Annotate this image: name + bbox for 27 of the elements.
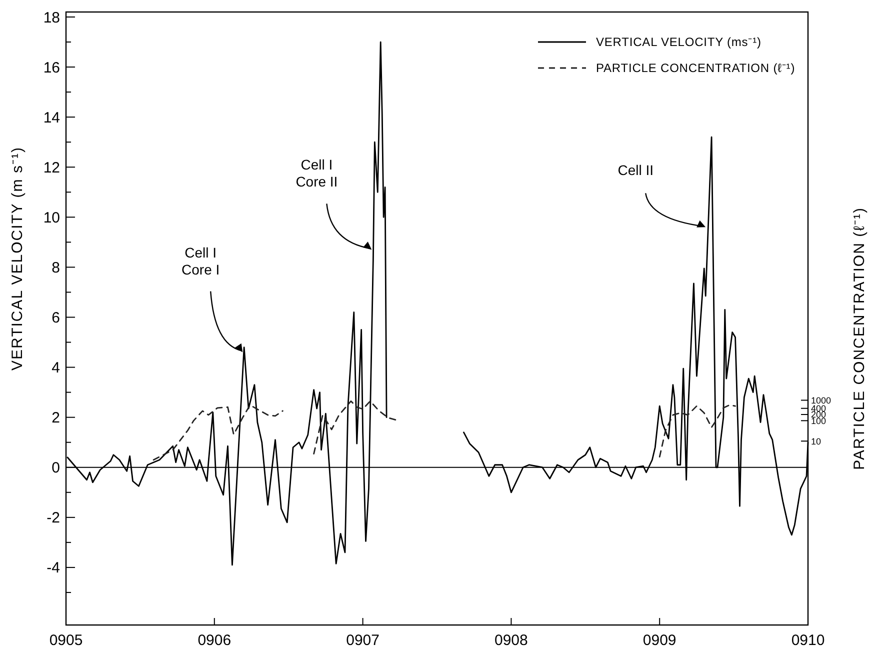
y-tick-label: 4 [52, 360, 60, 377]
y-tick-label: 10 [43, 209, 60, 226]
x-tick-label: 0907 [346, 632, 380, 649]
x-tick-label: 0908 [494, 632, 528, 649]
annotation: Cell II [618, 162, 654, 178]
legend-label: PARTICLE CONCENTRATION (ℓ⁻¹) [596, 61, 796, 76]
y-tick-label: -2 [46, 510, 60, 527]
x-tick-label: 0909 [642, 632, 676, 649]
x-tick-label: 0910 [791, 632, 825, 649]
y2-axis-title: PARTICLE CONCENTRATION (ℓ⁻¹) [851, 207, 868, 470]
y-tick-label: 16 [43, 59, 60, 76]
y-tick-label: 6 [52, 310, 60, 326]
y-tick-label: 8 [52, 259, 60, 276]
annotation: Cell I Core I [182, 244, 220, 278]
y-tick-label: 2 [52, 410, 60, 427]
y-axis-title: VERTICAL VELOCITY (m s⁻¹) [9, 146, 26, 370]
y-tick-label: -4 [46, 560, 60, 577]
y2-tick-label: 10 [811, 436, 822, 446]
y-tick-label: 12 [43, 159, 60, 176]
legend-label: VERTICAL VELOCITY (ms⁻¹) [596, 35, 762, 50]
y2-tick-label: 1000 [811, 395, 832, 406]
x-tick-label: 0906 [198, 632, 232, 649]
x-tick-label: 0905 [49, 632, 83, 649]
y-tick-label: 14 [43, 109, 60, 126]
annotation: Cell I Core II [296, 156, 338, 190]
y-tick-label: 18 [43, 9, 60, 26]
y-tick-label: 0 [52, 460, 60, 477]
